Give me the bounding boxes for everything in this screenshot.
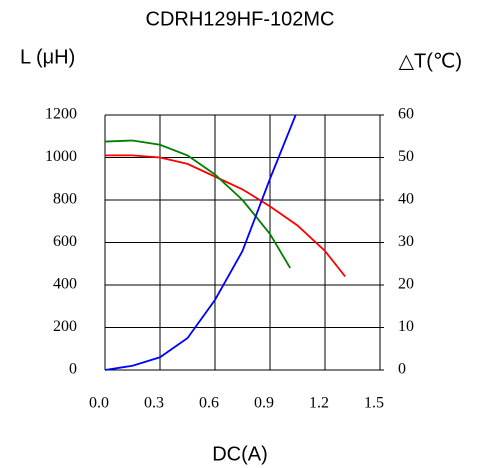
series-line xyxy=(104,139,291,269)
y2-tick-label: 50 xyxy=(398,148,414,165)
y-tick-label: 400 xyxy=(53,276,77,293)
y-tick-label: 800 xyxy=(53,191,77,208)
x-tick-label: 0.0 xyxy=(89,395,109,412)
chart-title: CDRH129HF-102MC xyxy=(146,8,335,30)
y-tick-label: 0 xyxy=(69,361,77,378)
y-axis-label: L (μH) xyxy=(20,46,75,68)
y-tick-label: 1000 xyxy=(45,148,77,165)
y-tick-label: 600 xyxy=(53,233,77,250)
y2-axis-label: △T(℃) xyxy=(399,50,462,72)
x-tick-label: 1.5 xyxy=(364,395,384,412)
y2-tick-label: 20 xyxy=(398,276,414,293)
series-line xyxy=(104,114,297,371)
series-line xyxy=(105,154,346,278)
x-tick-label: 0.6 xyxy=(199,395,219,412)
y-tick-label: 200 xyxy=(53,318,77,335)
x-tick-label: 0.9 xyxy=(254,395,274,412)
x-axis-label: DC(A) xyxy=(212,443,268,465)
y-tick-label: 1200 xyxy=(45,106,77,123)
y2-tick-label: 40 xyxy=(398,191,414,208)
x-tick-label: 1.2 xyxy=(309,395,329,412)
y2-tick-label: 0 xyxy=(398,361,406,378)
y2-tick-label: 30 xyxy=(398,233,414,250)
x-tick-label: 0.3 xyxy=(144,395,164,412)
y2-tick-label: 60 xyxy=(398,106,414,123)
y2-tick-label: 10 xyxy=(398,318,414,335)
